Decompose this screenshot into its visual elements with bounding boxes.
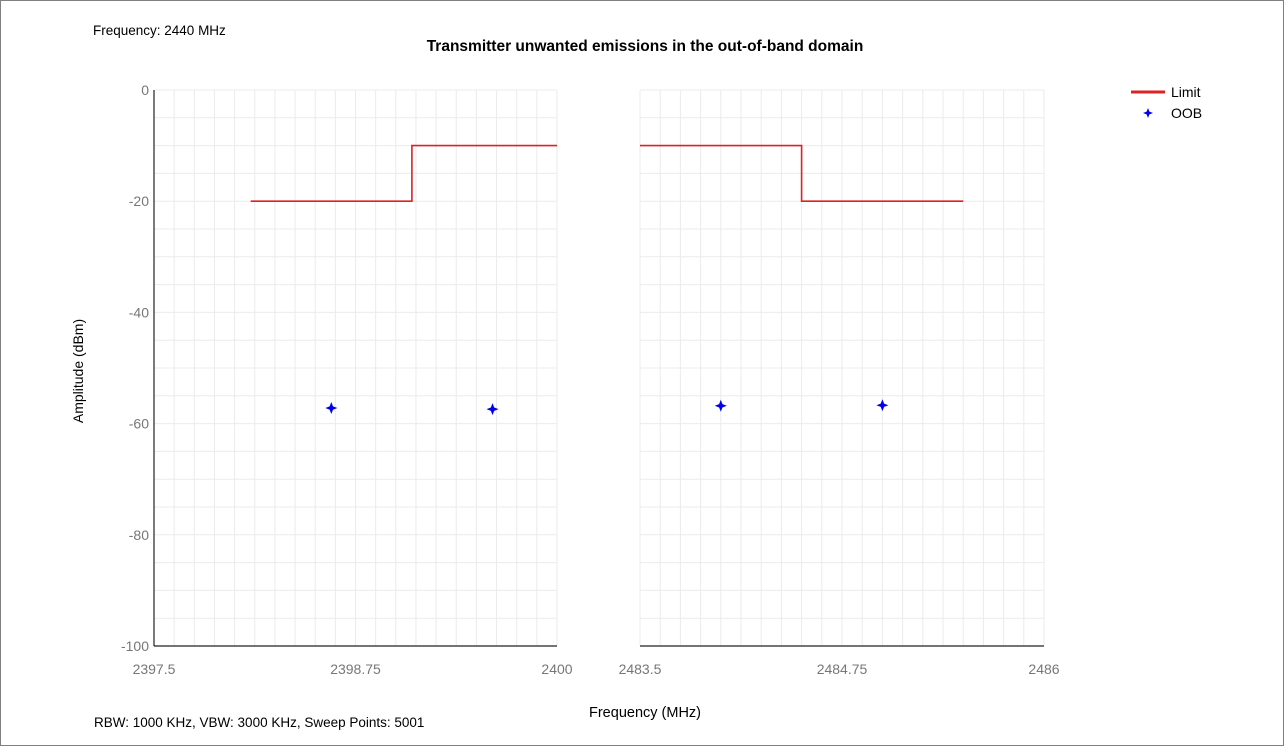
y-tick-label: -40 bbox=[129, 304, 149, 320]
x-tick-label: 2398.75 bbox=[330, 661, 381, 677]
x-tick-label: 2484.75 bbox=[817, 661, 868, 677]
axes-layer bbox=[153, 90, 1044, 647]
y-axis-label: Amplitude (dBm) bbox=[70, 319, 86, 423]
legend-oob-marker bbox=[1143, 108, 1153, 118]
x-tick-label: 2486 bbox=[1028, 661, 1059, 677]
oob-point bbox=[486, 403, 499, 416]
oob-point bbox=[876, 399, 889, 412]
x-tick-label: 2483.5 bbox=[619, 661, 662, 677]
grid-layer bbox=[153, 89, 1045, 647]
tick-layer: 2397.5 2398.75 2400 2483.5 2484.75 2486 0 -20 -4… bbox=[121, 82, 1060, 677]
y-tick-label: -100 bbox=[121, 638, 149, 654]
legend: Limit OOB bbox=[1131, 84, 1202, 121]
chart-title: Transmitter unwanted emissions in the ou… bbox=[427, 38, 864, 55]
limit-line bbox=[640, 144, 964, 202]
legend-limit-label: Limit bbox=[1171, 84, 1201, 100]
y-tick-label: -20 bbox=[129, 193, 149, 209]
y-tick-label: -60 bbox=[129, 416, 149, 432]
y-tick-label: 0 bbox=[141, 82, 149, 98]
sweep-settings-label: RBW: 1000 KHz, VBW: 3000 KHz, Sweep Poin… bbox=[94, 715, 424, 730]
oob-point bbox=[325, 402, 338, 415]
oob-point bbox=[714, 399, 727, 412]
frequency-label: Frequency: 2440 MHz bbox=[93, 23, 226, 38]
y-tick-label: -80 bbox=[129, 527, 149, 543]
x-axis-label: Frequency (MHz) bbox=[589, 705, 701, 721]
x-tick-label: 2397.5 bbox=[133, 661, 176, 677]
x-tick-label: 2400 bbox=[541, 661, 572, 677]
data-layer bbox=[250, 144, 964, 416]
legend-oob-label: OOB bbox=[1171, 105, 1202, 121]
limit-line bbox=[250, 144, 557, 202]
